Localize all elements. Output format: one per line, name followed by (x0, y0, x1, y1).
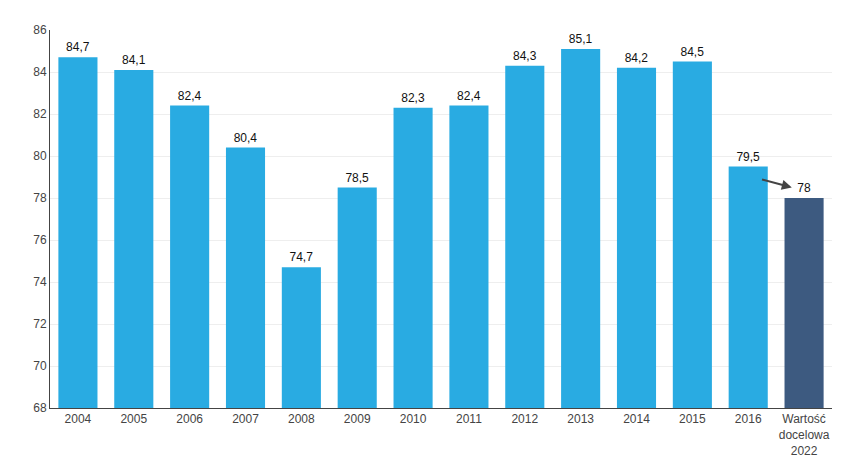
svg-text:82,4: 82,4 (457, 89, 481, 103)
svg-text:84,5: 84,5 (681, 45, 705, 59)
svg-text:78,5: 78,5 (345, 171, 369, 185)
svg-text:84,1: 84,1 (122, 53, 146, 67)
svg-text:76: 76 (33, 233, 47, 247)
svg-text:2011: 2011 (456, 412, 482, 426)
svg-text:2015: 2015 (679, 412, 706, 426)
svg-text:82,3: 82,3 (401, 91, 425, 105)
svg-text:2004: 2004 (65, 412, 92, 426)
svg-text:84: 84 (33, 65, 47, 79)
svg-text:80: 80 (33, 149, 47, 163)
svg-text:68: 68 (33, 401, 47, 415)
svg-text:74,7: 74,7 (290, 250, 314, 264)
svg-text:84,2: 84,2 (625, 51, 649, 65)
svg-text:82: 82 (33, 107, 47, 121)
svg-text:2010: 2010 (400, 412, 427, 426)
svg-text:80,4: 80,4 (234, 131, 258, 145)
svg-text:Wartośćdocelowa2022: Wartośćdocelowa2022 (779, 412, 830, 457)
svg-text:70: 70 (33, 359, 47, 373)
svg-text:2014: 2014 (623, 412, 650, 426)
svg-text:2016: 2016 (735, 412, 762, 426)
svg-text:78: 78 (33, 191, 47, 205)
svg-text:2012: 2012 (511, 412, 538, 426)
svg-text:2008: 2008 (288, 412, 315, 426)
svg-text:72: 72 (33, 317, 47, 331)
svg-text:2006: 2006 (176, 412, 203, 426)
svg-text:84,3: 84,3 (513, 49, 537, 63)
svg-text:85,1: 85,1 (569, 32, 593, 46)
svg-text:82,4: 82,4 (178, 89, 202, 103)
svg-text:74: 74 (33, 275, 47, 289)
svg-text:84,7: 84,7 (66, 40, 90, 54)
svg-text:2005: 2005 (120, 412, 147, 426)
svg-text:78: 78 (797, 181, 811, 195)
svg-text:2009: 2009 (344, 412, 371, 426)
svg-text:79,5: 79,5 (736, 150, 760, 164)
svg-text:2007: 2007 (232, 412, 259, 426)
svg-text:2013: 2013 (567, 412, 594, 426)
svg-text:86: 86 (33, 23, 47, 37)
